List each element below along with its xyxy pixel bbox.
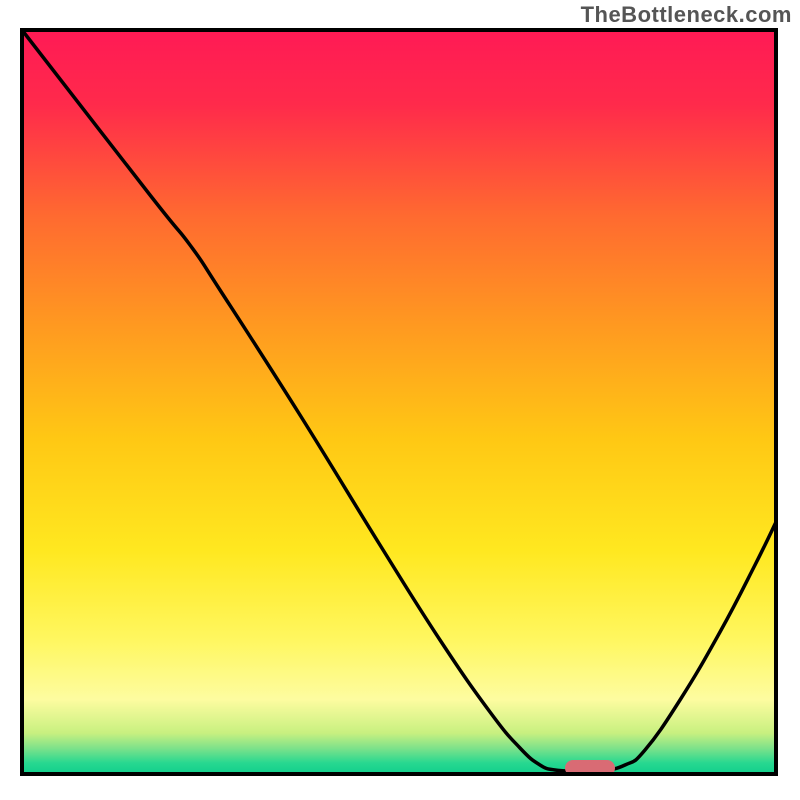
bottleneck-chart	[0, 0, 800, 800]
watermark-text: TheBottleneck.com	[581, 2, 792, 28]
chart-background-gradient	[22, 30, 776, 774]
chart-container: TheBottleneck.com	[0, 0, 800, 800]
